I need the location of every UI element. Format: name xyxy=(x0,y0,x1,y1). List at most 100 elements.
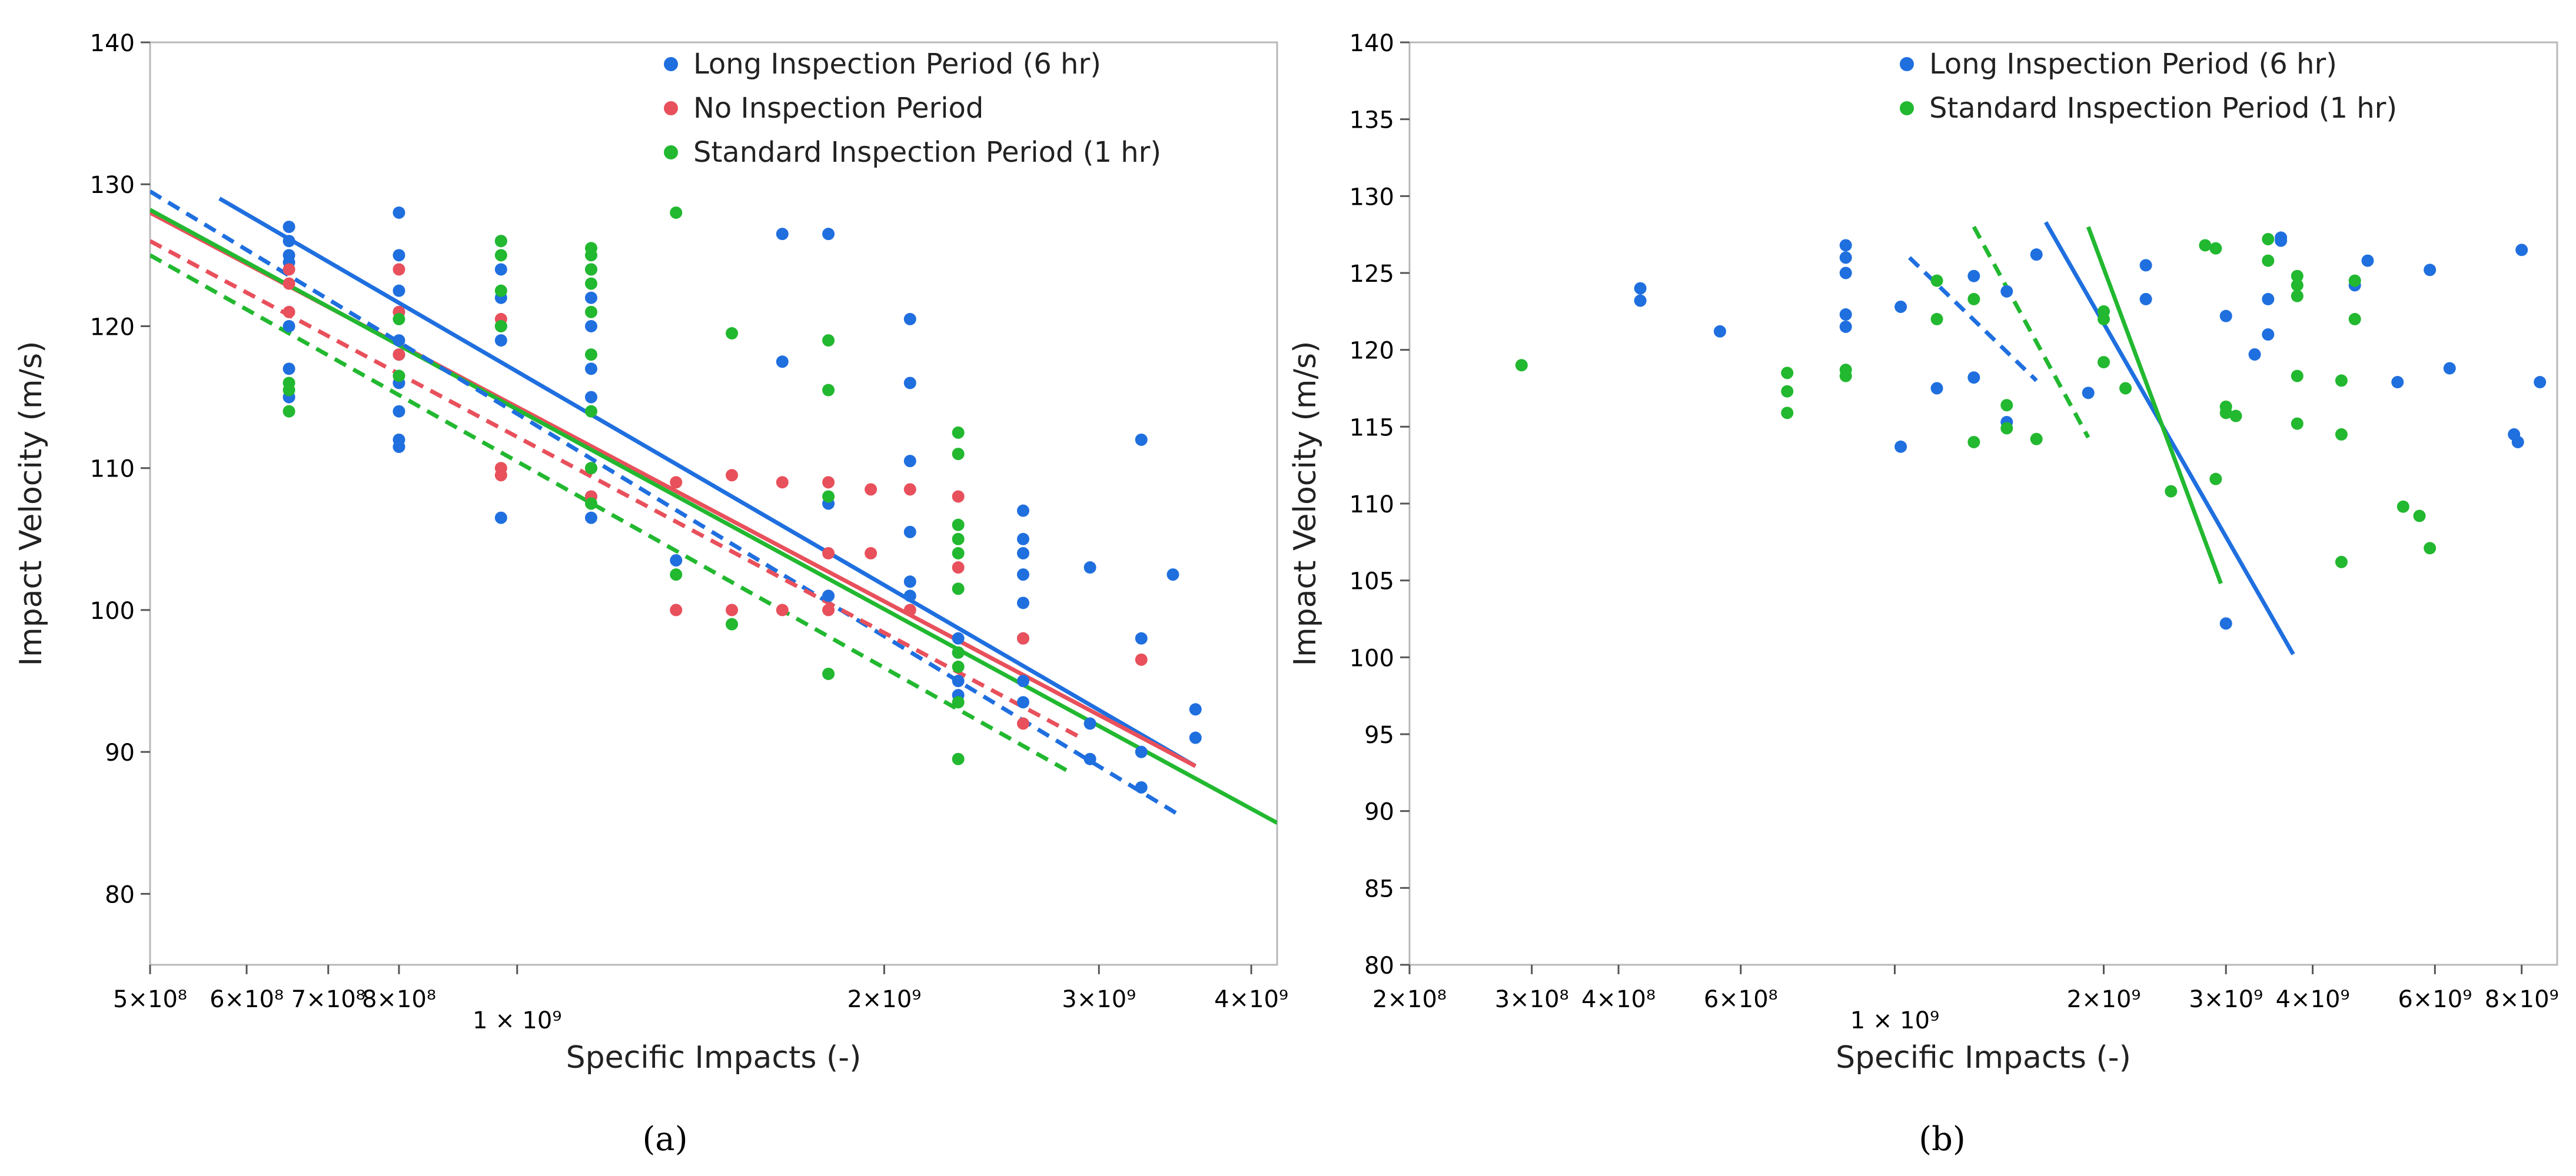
x-tick-label: 7×10⁸ xyxy=(291,986,365,1013)
series-points xyxy=(1515,233,2437,568)
data-point xyxy=(2262,233,2275,246)
y-tick-label: 120 xyxy=(90,314,135,341)
data-point xyxy=(393,405,405,418)
data-point xyxy=(282,384,295,397)
data-point xyxy=(1016,696,1029,709)
data-point xyxy=(1781,367,1794,379)
panel-label: (b) xyxy=(1919,1120,1966,1158)
data-point xyxy=(2098,312,2110,325)
data-point xyxy=(2139,292,2152,305)
data-point xyxy=(1781,407,1794,419)
data-point xyxy=(822,589,835,602)
data-point xyxy=(494,284,507,297)
data-point xyxy=(952,696,965,709)
x-tick-label: 8×10⁸ xyxy=(362,986,436,1013)
data-point xyxy=(2030,432,2043,445)
data-point xyxy=(1930,382,1943,395)
data-point xyxy=(1016,532,1029,545)
y-tick-label: 90 xyxy=(1364,799,1394,826)
legend-marker xyxy=(1900,101,1914,115)
data-point xyxy=(584,511,597,524)
data-point xyxy=(2348,312,2361,325)
legend: Long Inspection Period (6 hr) Standard In… xyxy=(1900,48,2397,125)
x-tick-label: 4×10⁹ xyxy=(2276,986,2350,1013)
fit-line-solid xyxy=(2086,226,2223,585)
y-tick-label: 140 xyxy=(1350,30,1394,57)
data-point xyxy=(2335,555,2348,568)
data-point xyxy=(584,277,597,290)
data-point xyxy=(2000,285,2013,298)
data-point xyxy=(2391,376,2404,389)
fit-lines xyxy=(1908,221,2295,655)
data-point xyxy=(2219,407,2232,419)
data-point xyxy=(494,469,507,482)
data-point xyxy=(776,355,789,368)
data-point xyxy=(494,319,507,332)
data-point xyxy=(1016,547,1029,559)
data-point xyxy=(1135,781,1148,794)
y-tick-label: 120 xyxy=(1350,338,1394,365)
data-point xyxy=(494,334,507,347)
data-point xyxy=(282,263,295,276)
data-point xyxy=(1189,731,1202,744)
data-point xyxy=(1016,675,1029,688)
y-tick-label: 110 xyxy=(1350,491,1394,518)
y-tick-label: 115 xyxy=(1350,414,1394,441)
y-tick-label: 80 xyxy=(105,881,135,908)
x-tick-label: 2×10⁹ xyxy=(2067,986,2141,1013)
data-point xyxy=(2424,264,2437,276)
data-point xyxy=(670,568,683,581)
data-point xyxy=(1083,752,1096,765)
data-point xyxy=(1781,385,1794,398)
plot-frame xyxy=(1408,41,2558,966)
data-point xyxy=(584,263,597,276)
data-point xyxy=(584,348,597,361)
data-point xyxy=(822,384,835,397)
data-point xyxy=(393,369,405,382)
data-point xyxy=(2219,617,2232,630)
data-point xyxy=(903,455,916,468)
chart-panel: 80 85 90 95 100 105 110 115 120 125 130 135 140 2×10⁸… xyxy=(1288,30,2559,1158)
fit-line-dashed xyxy=(150,239,1082,740)
data-point xyxy=(1967,435,1980,448)
data-point xyxy=(952,675,965,688)
data-point xyxy=(2335,374,2348,387)
data-point xyxy=(952,490,965,503)
data-point xyxy=(1930,274,1943,287)
data-point xyxy=(2291,289,2304,302)
data-point xyxy=(952,660,965,673)
data-point xyxy=(1016,597,1029,609)
y-axis-title: Impact Velocity (m/s) xyxy=(1288,341,1323,667)
data-point xyxy=(822,667,835,680)
y-tick-label: 110 xyxy=(90,456,135,483)
x-tick-label: 2×10⁸ xyxy=(1372,986,1447,1013)
data-point xyxy=(584,391,597,404)
data-point xyxy=(670,604,683,617)
y-tick-label: 100 xyxy=(1350,645,1394,672)
data-point xyxy=(2361,254,2374,267)
data-point xyxy=(952,547,965,559)
data-point xyxy=(903,377,916,389)
data-point xyxy=(393,334,405,347)
data-point xyxy=(822,490,835,503)
series-points xyxy=(282,206,965,765)
data-point xyxy=(1634,282,1647,295)
x-tick-label: 3×10⁸ xyxy=(1495,986,1569,1013)
data-point xyxy=(1967,292,1980,305)
data-point xyxy=(2082,387,2095,399)
fit-line-solid xyxy=(2043,221,2295,655)
data-point xyxy=(726,618,739,631)
legend-marker xyxy=(1900,57,1914,71)
data-point xyxy=(282,221,295,234)
data-point xyxy=(822,604,835,617)
y-tick-label: 95 xyxy=(1364,722,1394,749)
x-tick-label: 8×10⁹ xyxy=(2485,986,2559,1013)
data-point xyxy=(952,632,965,645)
fit-line-solid xyxy=(150,208,1277,825)
data-point xyxy=(1967,371,1980,384)
data-point xyxy=(1713,325,1726,338)
data-point xyxy=(1189,703,1202,716)
data-point xyxy=(2262,328,2275,341)
data-point xyxy=(393,206,405,219)
series-points xyxy=(1634,231,2547,630)
